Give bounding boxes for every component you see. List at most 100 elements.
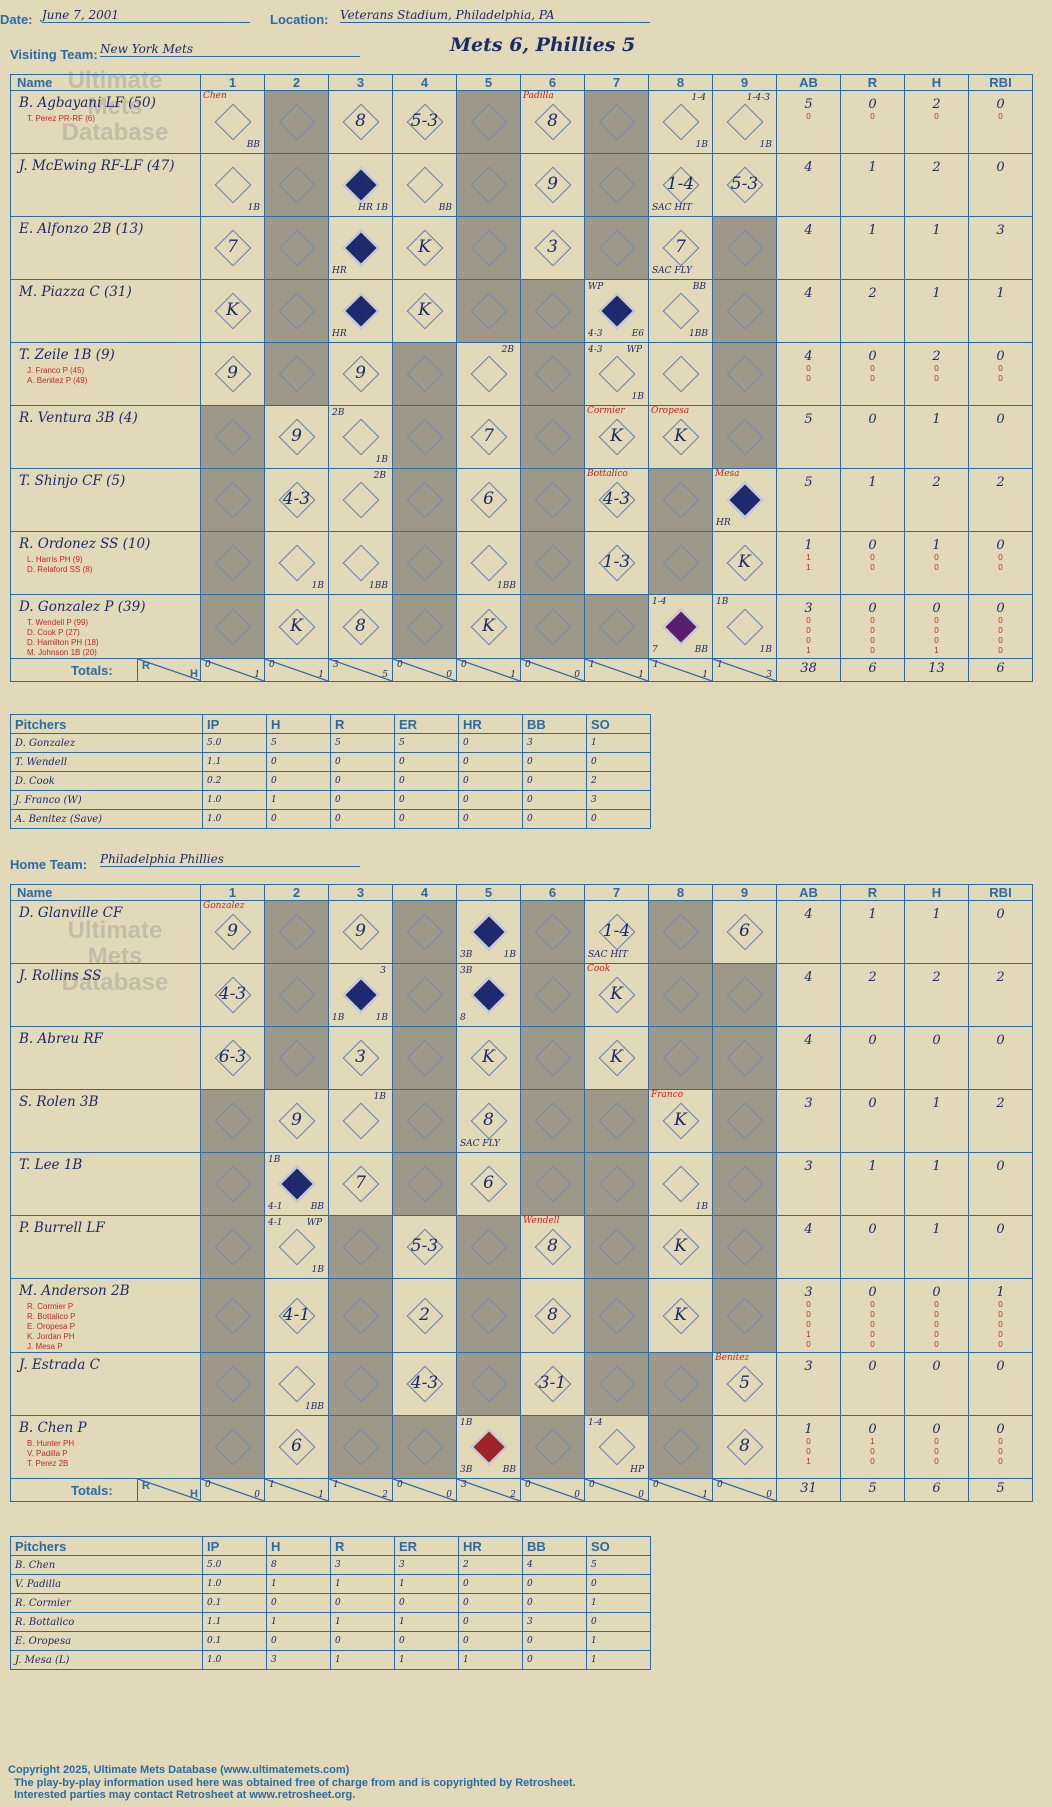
substitute-stat: 0 <box>998 1437 1003 1446</box>
base-diamond <box>726 976 763 1014</box>
play-result: K <box>610 984 623 1004</box>
divider-slash <box>457 659 520 681</box>
base-diamond <box>278 229 315 267</box>
inning-cell <box>584 1215 649 1279</box>
pitcher-stat: 8 <box>266 1555 331 1575</box>
batter-row: B. Abreu RF 6-3 3 K K 4 0 0 0 <box>10 1026 1033 1090</box>
batter-stat: 1 <box>804 538 813 553</box>
batter-stat: 3 <box>804 1359 813 1374</box>
batter-stat-cell: 1 <box>840 216 905 280</box>
substitute-stat: 1 <box>806 563 811 572</box>
batter-stat-cell: 1 <box>840 468 905 532</box>
base-diamond <box>406 355 443 393</box>
play-annotation: 1B <box>503 950 516 960</box>
batter-stat: 0 <box>932 1422 941 1437</box>
play-result: 1-3 <box>602 552 631 572</box>
batter-stat: 0 <box>996 160 1005 175</box>
play-result: 5-3 <box>410 1236 439 1256</box>
retrosheet-contact: Interested parties may contact Retroshee… <box>14 1789 356 1801</box>
hit-annotation: 1B <box>759 140 772 150</box>
inning-cell <box>392 405 457 469</box>
batter-stat-cell: 3 <box>776 1352 841 1416</box>
inning-cell: 8 <box>328 594 393 659</box>
pitcher-stat: 0 <box>522 809 587 829</box>
pitcher-stat: 0 <box>522 790 587 810</box>
inning-cell: 7 <box>328 1152 393 1216</box>
inning-cell <box>456 1278 521 1353</box>
batter-stat: 1 <box>932 1096 941 1111</box>
play-annotation: SAC FLY <box>652 266 692 276</box>
batter-row: R. Ventura 3B (4) 9 1B 2B 7 K Cormier K Oropesa 5… <box>10 405 1033 469</box>
visiting-pitchers-table: Pitchers IP H R ER HR BB SO D. Gonzalez 5.0 5 5 5 0 3 1… <box>10 714 651 829</box>
divider-slash <box>201 659 264 681</box>
inning-cell: 1BB <box>264 1352 329 1416</box>
play-result: 9 <box>355 921 366 941</box>
column-header: 4 <box>392 74 457 91</box>
pitcher-stat: 1 <box>266 1574 331 1594</box>
substitute-stat: 0 <box>934 1300 939 1309</box>
base-diamond <box>214 608 251 645</box>
inning-cell: 1BB <box>328 531 393 595</box>
retrosheet-notice: The play-by-play information used here w… <box>14 1777 576 1789</box>
inning-cell <box>200 1152 265 1216</box>
base-diamond <box>214 418 251 456</box>
base-diamond <box>278 913 315 951</box>
base-diamond <box>662 355 699 393</box>
batter-stat: 4 <box>804 1222 813 1237</box>
inning-cell <box>648 342 713 406</box>
substitute-stat: 0 <box>806 1320 811 1329</box>
base-diamond <box>278 1039 315 1077</box>
substitute-stat: 0 <box>934 112 939 121</box>
batter-stat-cell: 1 <box>968 279 1033 343</box>
pitcher-stat: 1 <box>330 1574 395 1594</box>
batter-stat: 1 <box>932 223 941 238</box>
divider-slash <box>713 659 776 681</box>
inning-cell: K <box>712 531 777 595</box>
substitute-stat: 0 <box>870 364 875 373</box>
inning-cell: 9 <box>328 900 393 964</box>
pitcher-stat: 1.0 <box>202 1650 267 1670</box>
inning-cell <box>200 1215 265 1279</box>
batter-stat: 0 <box>868 97 877 112</box>
base-diamond <box>214 544 251 582</box>
hit-annotation: 1BB <box>305 1402 324 1412</box>
substitute-stat: 0 <box>998 112 1003 121</box>
substitute-stat: 1 <box>806 1457 811 1466</box>
pitcher-stat: 0.1 <box>202 1593 267 1613</box>
batter-name: R. Ventura 3B (4) <box>19 410 138 426</box>
batter-stat-cell: 0 <box>840 1089 905 1153</box>
pitcher-stat: 1.0 <box>202 809 267 829</box>
base-diamond <box>534 1428 571 1466</box>
inning-cell: 9 <box>264 405 329 469</box>
base-diamond <box>662 103 699 141</box>
inning-cell: K <box>456 1026 521 1090</box>
play-result: 6 <box>291 1436 302 1456</box>
home-scorecard: Name 1 2 3 4 5 6 7 8 9 AB R H RBI D. Glanville CF 9 Gonz… <box>10 884 1033 1502</box>
substitutes-list: T. Wendell P (99) D. Cook P (27) D. Hamilt… <box>27 618 200 658</box>
batter-stat: 1 <box>868 223 877 238</box>
batter-stat: 2 <box>996 970 1005 985</box>
base-diamond <box>470 1228 507 1266</box>
play-annotation: 4-3 <box>588 329 603 339</box>
inning-cell: 7 BB 1-4 <box>648 594 713 659</box>
batter-row: J. McEwing RF-LF (47) 1B HR 1B BB 9 1-4 SAC HI… <box>10 153 1033 217</box>
substitute-stat: 0 <box>934 1330 939 1339</box>
play-result: 9 <box>227 363 238 383</box>
batter-name: B. Abreu RF <box>19 1031 103 1047</box>
inning-cell <box>200 1278 265 1353</box>
substitute-stat: 0 <box>806 364 811 373</box>
inning-cell: 1B 1B 3 <box>328 963 393 1027</box>
pitcher-stat: 0 <box>266 809 331 829</box>
substitute-stat: 0 <box>934 1340 939 1349</box>
inning-cell <box>328 1415 393 1479</box>
play-annotation: 1-4-3 <box>746 93 770 103</box>
pitcher-stat: 0 <box>266 771 331 791</box>
batter-stat: 1 <box>996 286 1005 301</box>
totals-h-label: H <box>190 668 198 680</box>
inning-cell: 6 <box>712 900 777 964</box>
